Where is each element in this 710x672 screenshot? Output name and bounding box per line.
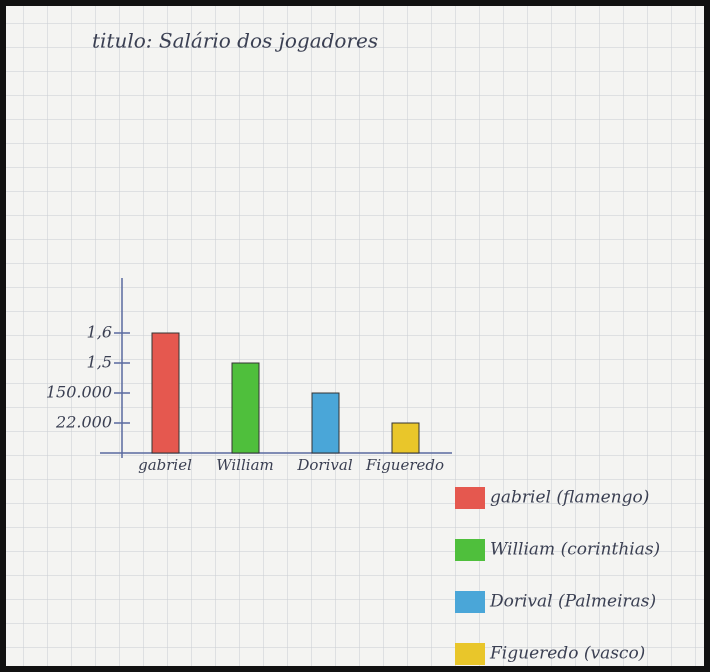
bar	[391, 422, 420, 454]
legend-swatch	[455, 539, 485, 561]
y-tick-label: 1,5	[87, 353, 112, 372]
y-tick-label: 1,6	[87, 323, 112, 342]
legend-swatch	[455, 643, 485, 665]
y-tick-label: 22.000	[55, 413, 112, 432]
bar	[311, 392, 340, 454]
legend-label: William (corinthias)	[490, 540, 660, 560]
bar	[151, 332, 180, 454]
x-tick-label: Figueredo	[365, 456, 444, 474]
x-tick-label: William	[216, 456, 274, 474]
legend-label: Dorival (Palmeiras)	[489, 592, 656, 612]
legend-label: Figueredo (vasco)	[489, 644, 645, 664]
y-tick-label: 150.000	[46, 383, 112, 402]
legend-swatch	[455, 487, 485, 509]
chart-title: titulo: Salário dos jogadores	[92, 29, 378, 53]
x-tick-label: gabriel	[138, 456, 192, 474]
x-tick-label: Dorival	[296, 456, 352, 474]
bar	[231, 362, 260, 454]
legend-swatch	[455, 591, 485, 613]
legend-label: gabriel (flamengo)	[490, 488, 649, 508]
